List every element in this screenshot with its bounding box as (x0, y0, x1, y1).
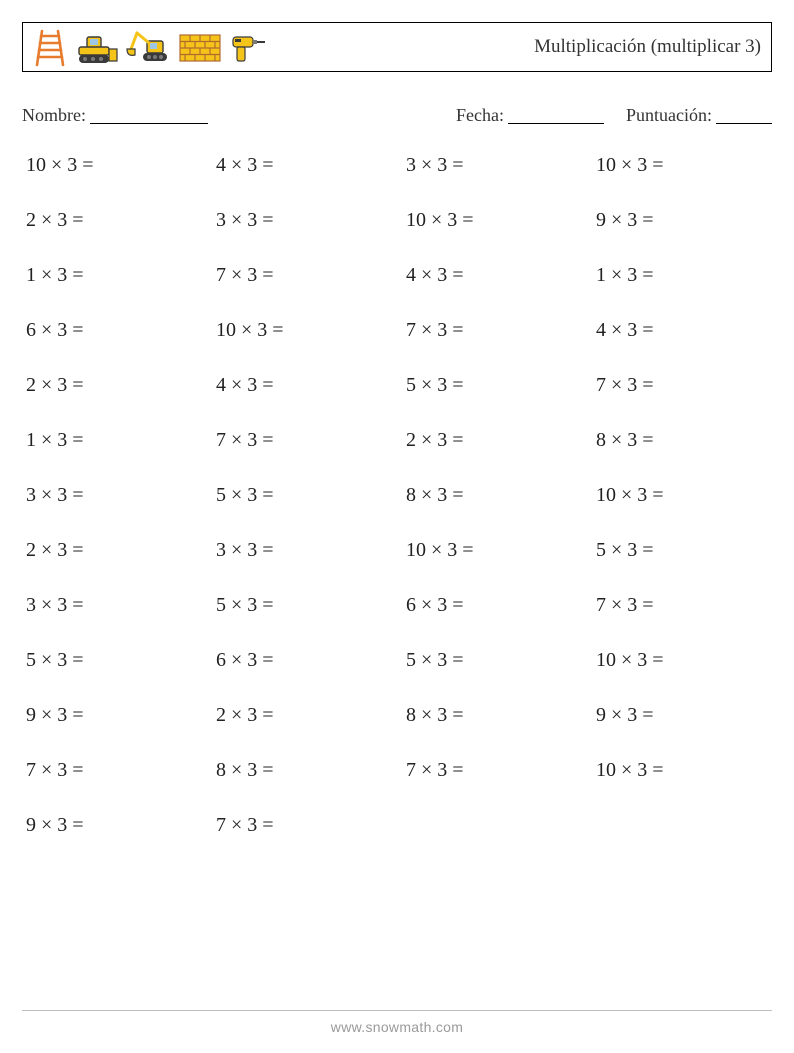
problem-cell: 7 × 3 = (402, 759, 582, 782)
problem-cell (592, 814, 772, 837)
problem-cell: 2 × 3 = (212, 704, 392, 727)
problem-cell: 7 × 3 = (592, 374, 772, 397)
problem-cell: 7 × 3 = (22, 759, 202, 782)
drill-icon (227, 27, 267, 67)
problem-cell: 10 × 3 = (212, 319, 392, 342)
problem-cell: 5 × 3 = (212, 484, 392, 507)
problem-cell: 5 × 3 = (592, 539, 772, 562)
meta-name: Nombre: (22, 102, 208, 126)
header-box: Multiplicación (multiplicar 3) (22, 22, 772, 72)
problem-cell: 3 × 3 = (212, 209, 392, 232)
problem-cell: 2 × 3 = (22, 539, 202, 562)
score-label: Puntuación: (626, 105, 712, 126)
problem-cell: 3 × 3 = (402, 154, 582, 177)
problem-cell: 7 × 3 = (402, 319, 582, 342)
problem-cell: 10 × 3 = (22, 154, 202, 177)
problem-cell: 1 × 3 = (22, 264, 202, 287)
problem-cell: 6 × 3 = (212, 649, 392, 672)
problem-cell: 7 × 3 = (212, 814, 392, 837)
problem-cell: 7 × 3 = (212, 264, 392, 287)
problem-cell: 5 × 3 = (402, 374, 582, 397)
problem-cell: 1 × 3 = (592, 264, 772, 287)
problem-cell: 5 × 3 = (212, 594, 392, 617)
problem-cell: 8 × 3 = (212, 759, 392, 782)
problem-cell: 2 × 3 = (22, 209, 202, 232)
problem-cell: 6 × 3 = (402, 594, 582, 617)
date-label: Fecha: (456, 105, 504, 126)
problem-cell: 10 × 3 = (592, 759, 772, 782)
header-icons (29, 27, 267, 67)
footer: www.snowmath.com (22, 1010, 772, 1035)
problem-cell: 8 × 3 = (592, 429, 772, 452)
name-label: Nombre: (22, 105, 86, 126)
problem-cell: 4 × 3 = (212, 374, 392, 397)
problem-cell: 9 × 3 = (22, 814, 202, 837)
bricks-icon (177, 27, 223, 67)
problem-cell: 9 × 3 = (592, 704, 772, 727)
bulldozer-icon (73, 27, 119, 67)
problem-cell: 5 × 3 = (22, 649, 202, 672)
problem-cell: 9 × 3 = (592, 209, 772, 232)
problem-cell: 10 × 3 = (592, 649, 772, 672)
problem-cell: 7 × 3 = (592, 594, 772, 617)
worksheet-title: Multiplicación (multiplicar 3) (534, 36, 761, 58)
problem-cell: 5 × 3 = (402, 649, 582, 672)
problem-cell: 10 × 3 = (402, 539, 582, 562)
problem-cell: 4 × 3 = (212, 154, 392, 177)
problem-cell: 4 × 3 = (402, 264, 582, 287)
excavator-icon (123, 27, 173, 67)
problem-cell: 4 × 3 = (592, 319, 772, 342)
worksheet-page: Multiplicación (multiplicar 3) Nombre: F… (0, 0, 794, 1053)
meta-right: Fecha: Puntuación: (456, 102, 772, 126)
problem-cell: 3 × 3 = (22, 594, 202, 617)
ladder-icon (29, 27, 69, 67)
meta-row: Nombre: Fecha: Puntuación: (22, 102, 772, 126)
problem-cell (402, 814, 582, 837)
problem-cell: 10 × 3 = (402, 209, 582, 232)
problem-cell: 1 × 3 = (22, 429, 202, 452)
name-blank[interactable] (90, 105, 208, 124)
problem-cell: 8 × 3 = (402, 704, 582, 727)
problem-cell: 3 × 3 = (22, 484, 202, 507)
problem-cell: 10 × 3 = (592, 484, 772, 507)
problem-cell: 8 × 3 = (402, 484, 582, 507)
problem-cell: 2 × 3 = (22, 374, 202, 397)
problems-grid: 10 × 3 = 4 × 3 = 3 × 3 = 10 × 3 = 2 × 3 = 3 ×… (22, 154, 772, 837)
problem-cell: 6 × 3 = (22, 319, 202, 342)
date-blank[interactable] (508, 105, 604, 124)
problem-cell: 10 × 3 = (592, 154, 772, 177)
problem-cell: 9 × 3 = (22, 704, 202, 727)
score-blank[interactable] (716, 105, 772, 124)
problem-cell: 2 × 3 = (402, 429, 582, 452)
problem-cell: 3 × 3 = (212, 539, 392, 562)
problem-cell: 7 × 3 = (212, 429, 392, 452)
footer-text: www.snowmath.com (331, 1019, 463, 1035)
